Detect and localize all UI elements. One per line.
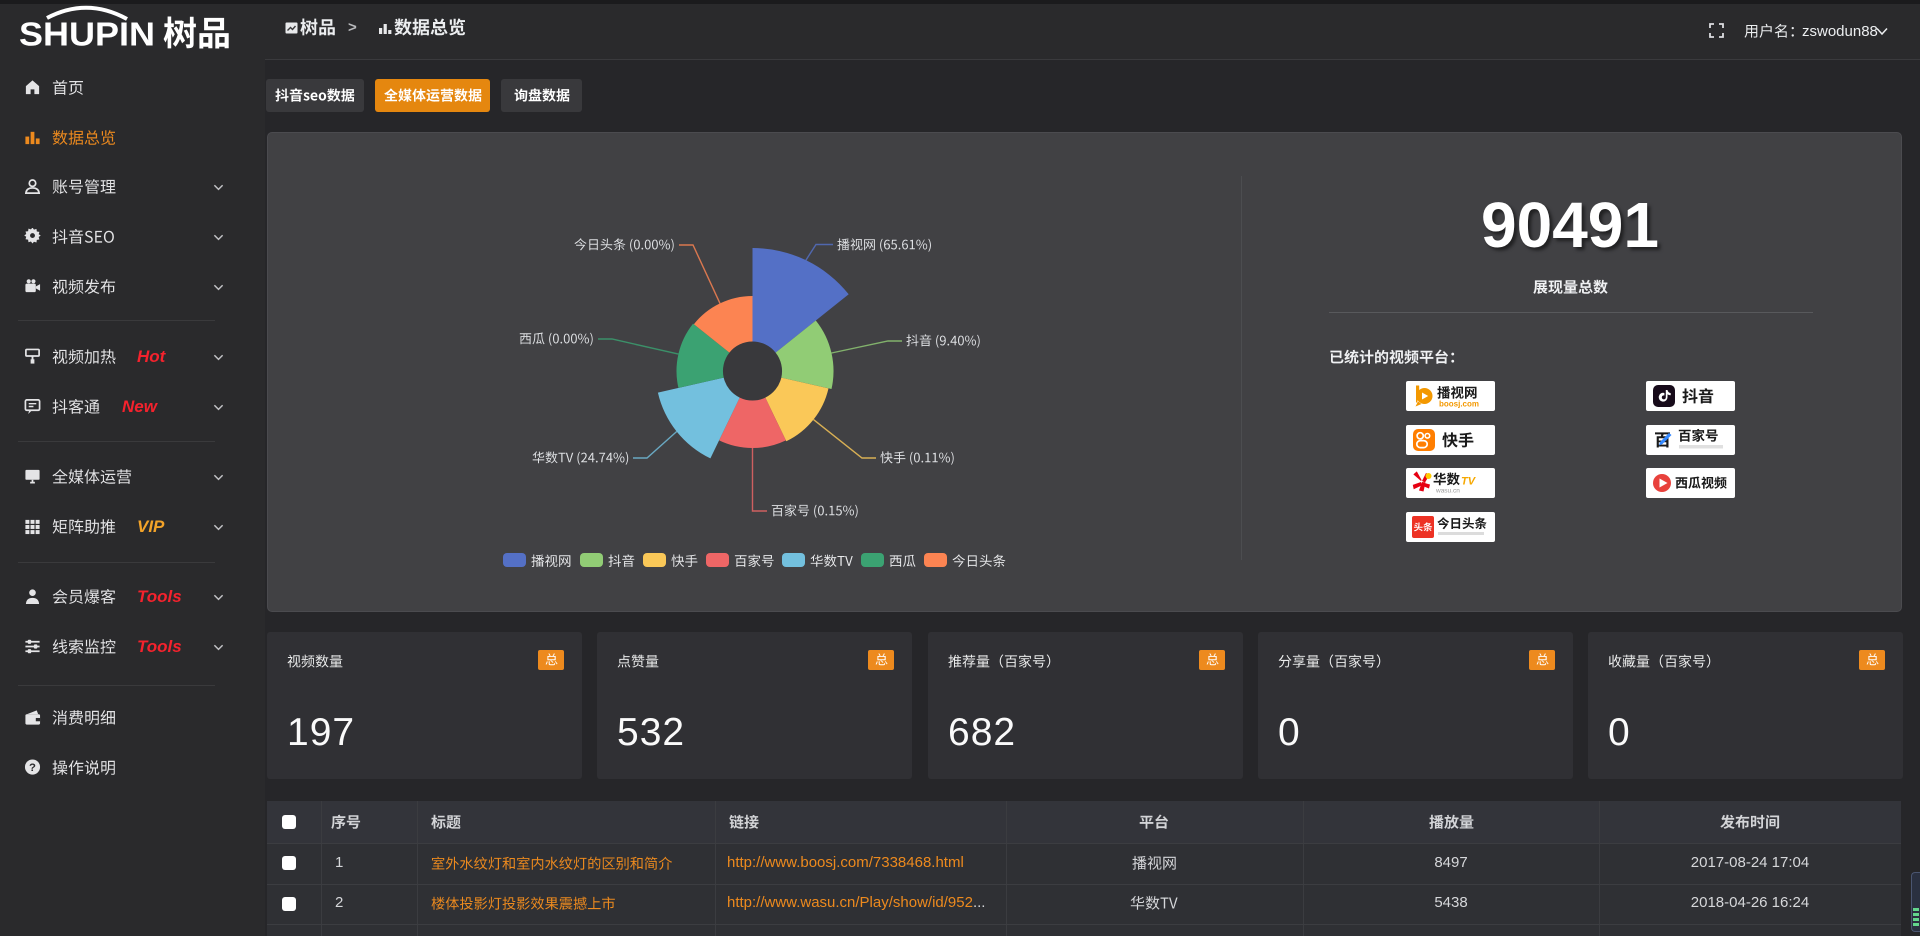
svg-text:TV: TV (1461, 476, 1477, 488)
svg-text:boosj.com: boosj.com (1439, 400, 1479, 409)
svg-text:wasu.cn: wasu.cn (1435, 488, 1460, 495)
svg-text:?: ? (29, 762, 36, 774)
